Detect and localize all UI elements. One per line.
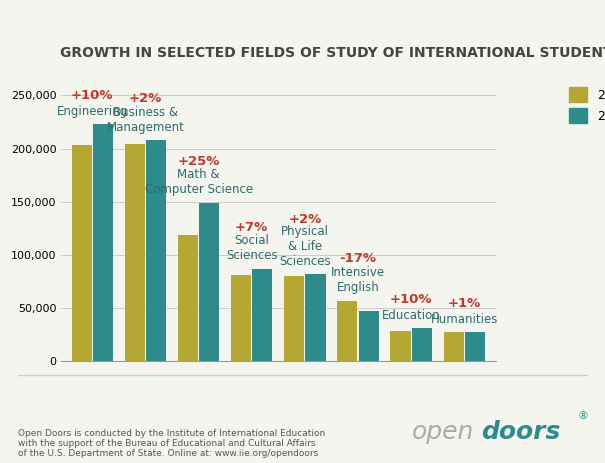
Bar	[252, 269, 272, 361]
Bar	[199, 203, 220, 361]
Bar	[390, 332, 411, 361]
Bar	[178, 235, 198, 361]
Text: Open Doors is conducted by the Institute of International Education
with the sup: Open Doors is conducted by the Institute…	[18, 429, 325, 458]
Text: +1%: +1%	[448, 297, 481, 310]
Text: Business &
Management: Business & Management	[106, 106, 185, 134]
Bar	[465, 332, 485, 361]
Bar	[93, 124, 113, 361]
Text: Math &
Computer Science: Math & Computer Science	[145, 169, 253, 196]
Bar	[359, 311, 379, 361]
Text: Intensive
English: Intensive English	[331, 266, 385, 294]
Text: +10%: +10%	[390, 293, 433, 306]
Bar	[337, 300, 358, 361]
Bar	[411, 328, 432, 361]
Bar	[306, 274, 325, 361]
Legend: 2014/15, 2015/16: 2014/15, 2015/16	[563, 80, 605, 130]
Bar	[231, 275, 251, 361]
Text: open: open	[411, 420, 474, 444]
Text: Education: Education	[382, 309, 440, 322]
Bar	[284, 276, 304, 361]
Text: Engineering: Engineering	[57, 105, 128, 118]
Text: GROWTH IN SELECTED FIELDS OF STUDY OF INTERNATIONAL STUDENTS: GROWTH IN SELECTED FIELDS OF STUDY OF IN…	[60, 46, 605, 60]
Text: -17%: -17%	[339, 252, 376, 265]
Text: +7%: +7%	[235, 220, 269, 233]
Text: Social
Sciences: Social Sciences	[226, 234, 278, 262]
Bar	[443, 332, 463, 361]
Bar	[71, 145, 92, 361]
Text: doors: doors	[481, 420, 560, 444]
Text: ®: ®	[578, 411, 589, 421]
Bar	[125, 144, 145, 361]
Bar	[146, 140, 166, 361]
Text: Physical
& Life
Sciences: Physical & Life Sciences	[279, 225, 331, 268]
Text: +2%: +2%	[288, 213, 321, 226]
Text: +10%: +10%	[71, 89, 114, 102]
Text: +25%: +25%	[177, 155, 220, 168]
Text: +2%: +2%	[129, 92, 162, 105]
Text: Humanities: Humanities	[431, 313, 498, 325]
